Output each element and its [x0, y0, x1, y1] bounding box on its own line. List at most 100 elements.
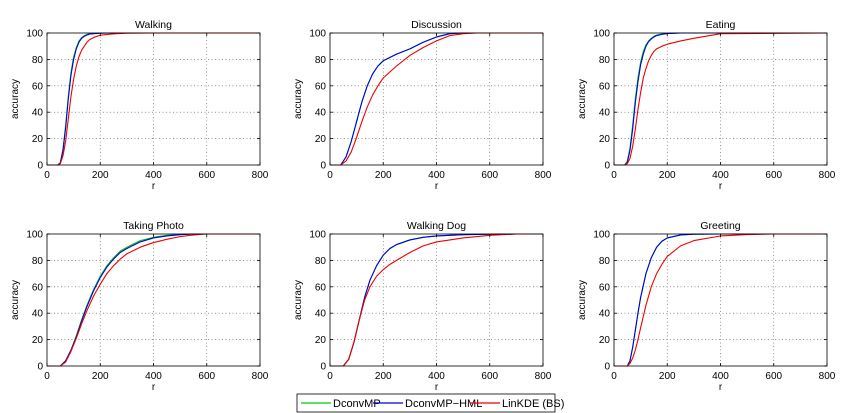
legend-label-dconvmp: DconvMP: [333, 398, 381, 410]
x-tick-label: 0: [611, 371, 617, 382]
y-tick-label: 100: [26, 230, 43, 241]
y-tick-label: 80: [599, 256, 611, 267]
y-tick-label: 40: [599, 108, 611, 119]
y-tick-label: 20: [315, 134, 327, 145]
x-tick-label: 400: [145, 371, 162, 382]
x-axis-label: r: [435, 382, 439, 393]
y-tick-label: 0: [320, 362, 326, 373]
x-tick-label: 600: [198, 371, 215, 382]
x-axis-label: r: [719, 181, 723, 192]
y-axis-label: accuracy: [10, 79, 21, 119]
y-tick-label: 60: [315, 81, 327, 92]
x-tick-label: 800: [252, 170, 269, 181]
y-tick-label: 0: [37, 362, 43, 373]
legend-box: [296, 393, 556, 413]
x-tick-label: 200: [659, 371, 676, 382]
x-tick-label: 800: [535, 170, 552, 181]
x-tick-label: 800: [535, 371, 552, 382]
y-tick-label: 40: [315, 309, 327, 320]
y-axis-label: accuracy: [293, 79, 304, 119]
x-tick-label: 600: [765, 170, 782, 181]
y-tick-label: 60: [32, 81, 44, 92]
y-tick-label: 80: [32, 256, 44, 267]
x-tick-label: 200: [92, 170, 109, 181]
x-tick-label: 400: [712, 371, 729, 382]
panel-eating: 0 200 400 600 800 0 20 40 60 80 100 Eating r accuracy: [577, 19, 836, 192]
panel-title: Walking: [135, 19, 172, 31]
y-tick-label: 0: [320, 161, 326, 172]
x-tick-label: 400: [712, 170, 729, 181]
x-tick-label: 400: [428, 371, 445, 382]
legend-label-dconvmp-hml: DconvMP−HML: [405, 398, 482, 410]
series-line-dconvmp-hml: [330, 32, 543, 166]
x-tick-label: 600: [481, 170, 498, 181]
panel-walking-dog: 0 200 400 600 800 0 20 40 60 80 100 Walking Dog r acc…: [293, 220, 552, 393]
y-tick-label: 100: [26, 29, 43, 40]
x-axis-label: r: [152, 382, 156, 393]
y-tick-label: 80: [315, 55, 327, 66]
panel-title: Eating: [706, 19, 736, 31]
panel-title: Walking Dog: [407, 220, 466, 232]
y-tick-label: 60: [32, 282, 44, 293]
y-tick-label: 40: [599, 309, 611, 320]
y-tick-label: 100: [309, 29, 326, 40]
y-tick-label: 100: [593, 230, 610, 241]
x-tick-label: 200: [659, 170, 676, 181]
x-tick-label: 0: [327, 371, 333, 382]
x-tick-label: 400: [145, 170, 162, 181]
y-tick-label: 0: [604, 161, 610, 172]
x-tick-label: 0: [44, 371, 50, 382]
series-line-linkde-bs: [330, 32, 543, 166]
y-tick-label: 60: [315, 282, 327, 293]
x-tick-label: 0: [44, 170, 50, 181]
x-axis-label: r: [435, 181, 439, 192]
x-tick-label: 600: [198, 170, 215, 181]
y-tick-label: 40: [32, 309, 44, 320]
y-axis-label: accuracy: [10, 280, 21, 320]
y-axis-label: accuracy: [293, 280, 304, 320]
y-tick-label: 100: [593, 29, 610, 40]
panel-title: Discussion: [411, 19, 462, 31]
series-line-linkde-bs: [47, 32, 260, 166]
y-tick-label: 20: [599, 134, 611, 145]
y-tick-label: 0: [37, 161, 43, 172]
y-tick-label: 20: [315, 335, 327, 346]
y-tick-label: 60: [599, 81, 611, 92]
panel-title: Greeting: [700, 220, 740, 232]
x-tick-label: 800: [819, 170, 836, 181]
series-line-linkde-bs: [614, 233, 827, 367]
y-tick-label: 80: [599, 55, 611, 66]
x-tick-label: 200: [375, 170, 392, 181]
y-tick-label: 20: [599, 335, 611, 346]
x-axis-label: r: [719, 382, 723, 393]
x-axis-label: r: [152, 181, 156, 192]
series-line-linkde-bs: [47, 233, 260, 367]
y-tick-label: 20: [32, 335, 44, 346]
x-tick-label: 400: [428, 170, 445, 181]
y-tick-label: 80: [315, 256, 327, 267]
y-tick-label: 40: [32, 108, 44, 119]
x-tick-label: 800: [252, 371, 269, 382]
series-line-linkde-bs: [614, 32, 828, 166]
legend: DconvMP DconvMP−HML LinKDE (BS): [296, 393, 564, 413]
series-line-dconvmp-hml: [614, 233, 827, 367]
x-tick-label: 600: [765, 371, 782, 382]
panel-walking: 0 200 400 600 800 0 20 40 60 80 100 Walking r accurac…: [10, 19, 269, 192]
y-tick-label: 100: [309, 230, 326, 241]
x-tick-label: 600: [481, 371, 498, 382]
panel-taking-photo: 0 200 400 600 800 0 20 40 60 80 100 Taking Photo r ac…: [10, 220, 269, 393]
x-tick-label: 200: [92, 371, 109, 382]
y-axis-label: accuracy: [577, 280, 588, 320]
y-tick-label: 20: [32, 134, 44, 145]
y-tick-label: 40: [315, 108, 327, 119]
panel-greeting: 0 200 400 600 800 0 20 40 60 80 100 Greeting r accura…: [577, 220, 836, 393]
panel-title: Taking Photo: [123, 220, 184, 232]
x-tick-label: 0: [611, 170, 617, 181]
y-tick-label: 80: [32, 55, 44, 66]
x-tick-label: 800: [819, 371, 836, 382]
panel-discussion: 0 200 400 600 800 0 20 40 60 80 100 Discussion r accu…: [293, 19, 552, 192]
y-tick-label: 0: [604, 362, 610, 373]
legend-label-linkde-bs: LinKDE (BS): [502, 398, 564, 410]
series-line-linkde-bs: [330, 233, 543, 367]
